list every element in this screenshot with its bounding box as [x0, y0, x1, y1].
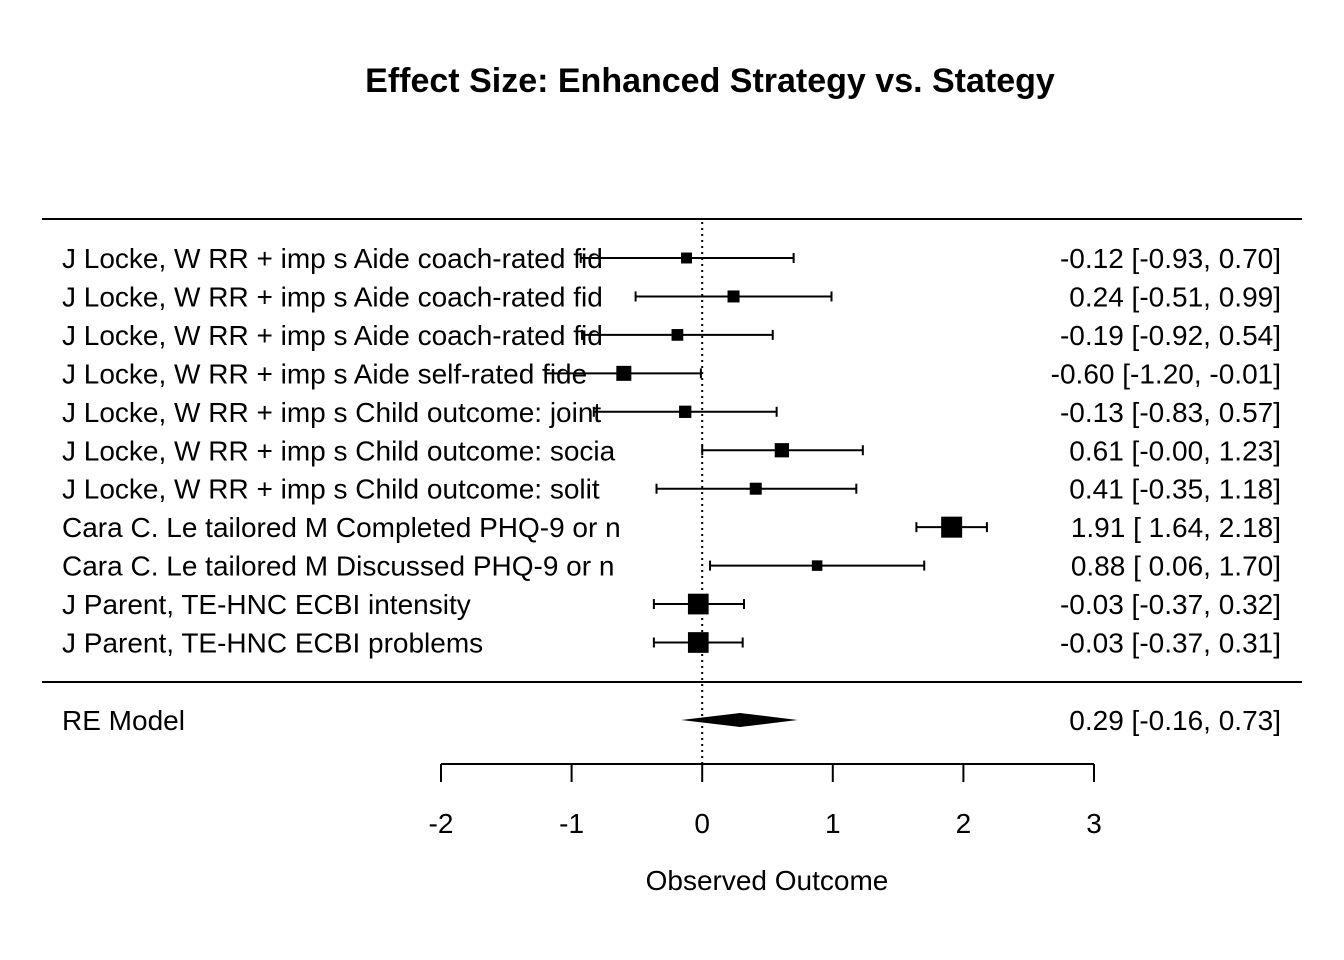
- study-rows: J Locke, W RR + imp s Aide coach-rated f…: [62, 243, 1281, 659]
- ci-text: -0.60 [-1.20, -0.01]: [1051, 358, 1281, 389]
- point-estimate-square: [687, 593, 709, 615]
- x-tick-label: 2: [956, 808, 972, 839]
- study-row: J Parent, TE-HNC ECBI intensity -0.03 [-0…: [62, 589, 1281, 620]
- study-row: Cara C. Le tailored M Discussed PHQ-9 or…: [62, 551, 1281, 582]
- x-tick-label: 3: [1086, 808, 1102, 839]
- study-label: Cara C. Le tailored M Completed PHQ-9 or…: [62, 512, 621, 543]
- x-axis-title: Observed Outcome: [646, 865, 889, 896]
- ci-text: 0.61 [-0.00, 1.23]: [1069, 435, 1281, 466]
- point-estimate-square: [749, 482, 762, 495]
- x-tick-label: 0: [694, 808, 710, 839]
- study-row: J Locke, W RR + imp s Child outcome: soc…: [62, 435, 1281, 466]
- point-estimate-square: [687, 632, 709, 653]
- point-estimate-square: [681, 252, 693, 264]
- point-estimate-square: [727, 290, 740, 303]
- study-label: J Locke, W RR + imp s Aide self-rated fi…: [62, 358, 587, 389]
- summary-label: RE Model: [62, 705, 185, 736]
- study-row: J Locke, W RR + imp s Aide coach-rated f…: [62, 243, 1281, 274]
- study-label: J Locke, W RR + imp s Child outcome: joi…: [62, 397, 601, 428]
- ci-text: -0.19 [-0.92, 0.54]: [1060, 320, 1281, 351]
- point-estimate-square: [811, 560, 823, 571]
- study-row: Cara C. Le tailored M Completed PHQ-9 or…: [62, 512, 1281, 543]
- summary-row: RE Model 0.29 [-0.16, 0.73]: [62, 705, 1281, 736]
- x-tick-label: -1: [559, 808, 584, 839]
- point-estimate-square: [679, 405, 692, 418]
- study-row: J Locke, W RR + imp s Child outcome: sol…: [62, 474, 1281, 505]
- point-estimate-square: [774, 443, 789, 458]
- point-estimate-square: [941, 516, 963, 538]
- study-label: J Locke, W RR + imp s Aide coach-rated f…: [62, 243, 603, 274]
- study-label: Cara C. Le tailored M Discussed PHQ-9 or…: [62, 551, 614, 582]
- point-estimate-square: [616, 365, 632, 381]
- summary-ci-text: 0.29 [-0.16, 0.73]: [1069, 705, 1281, 736]
- point-estimate-square: [671, 329, 684, 341]
- study-label: J Parent, TE-HNC ECBI intensity: [62, 589, 471, 620]
- study-label: J Locke, W RR + imp s Child outcome: sol…: [62, 474, 600, 505]
- study-row: J Locke, W RR + imp s Aide coach-rated f…: [62, 320, 1281, 351]
- x-tick-label: -2: [429, 808, 454, 839]
- ci-text: 0.24 [-0.51, 0.99]: [1069, 281, 1281, 312]
- ci-text: -0.03 [-0.37, 0.32]: [1060, 589, 1281, 620]
- study-row: J Locke, W RR + imp s Child outcome: joi…: [62, 397, 1281, 428]
- ci-text: -0.12 [-0.93, 0.70]: [1060, 243, 1281, 274]
- study-label: J Locke, W RR + imp s Aide coach-rated f…: [62, 320, 603, 351]
- study-row: J Locke, W RR + imp s Aide self-rated fi…: [62, 358, 1281, 389]
- study-label: J Parent, TE-HNC ECBI problems: [62, 628, 483, 659]
- summary-diamond: [681, 713, 798, 727]
- x-tick-label: 1: [825, 808, 841, 839]
- study-row: J Locke, W RR + imp s Aide coach-rated f…: [62, 281, 1281, 312]
- ci-text: 0.41 [-0.35, 1.18]: [1069, 474, 1281, 505]
- ci-text: -0.13 [-0.83, 0.57]: [1060, 397, 1281, 428]
- x-axis: -2 -1 0 1 2 3: [429, 763, 1102, 839]
- ci-text: 1.91 [ 1.64, 2.18]: [1071, 512, 1281, 543]
- chart-title: Effect Size: Enhanced Strategy vs. State…: [365, 62, 1055, 100]
- study-label: J Locke, W RR + imp s Child outcome: soc…: [62, 435, 616, 466]
- study-label: J Locke, W RR + imp s Aide coach-rated f…: [62, 281, 603, 312]
- ci-text: -0.03 [-0.37, 0.31]: [1060, 628, 1281, 659]
- ci-text: 0.88 [ 0.06, 1.70]: [1071, 551, 1281, 582]
- study-row: J Parent, TE-HNC ECBI problems -0.03 [-0.…: [62, 628, 1281, 659]
